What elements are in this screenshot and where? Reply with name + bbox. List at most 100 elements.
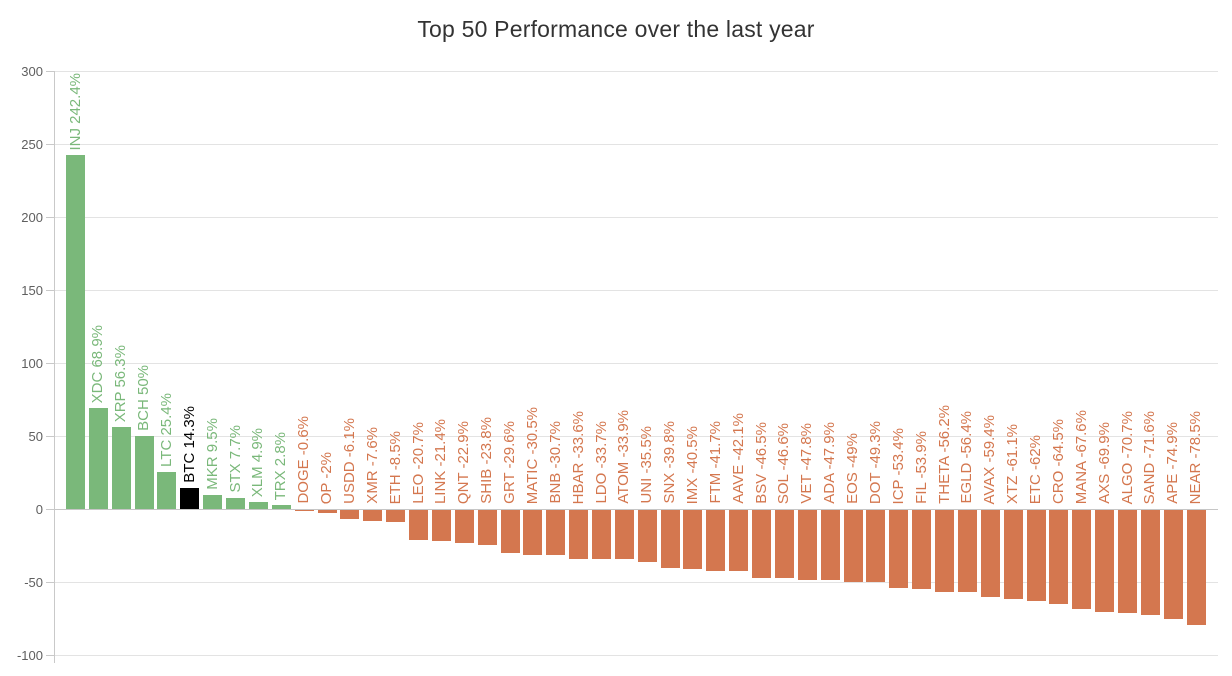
bar-NEAR[interactable] <box>1186 510 1206 625</box>
bar-INJ[interactable] <box>66 155 85 509</box>
plot-area: 300 250 200 150 100 50 0 -50 -100 INJ 242.4% XDC 6… <box>17 65 1218 663</box>
bar-EOS[interactable] <box>843 510 863 582</box>
bar-label-ICP: ICP -53.4% <box>889 427 907 504</box>
y-tick-mark <box>46 509 55 510</box>
bar-BNB[interactable] <box>546 510 566 555</box>
bar-AAVE[interactable] <box>729 510 749 572</box>
bar-FIL[interactable] <box>912 510 932 589</box>
bar-label-TRX: TRX 2.8% <box>272 431 290 500</box>
bar-label-HBAR: HBAR -33.6% <box>569 410 587 504</box>
gridline-y-150 <box>55 290 1218 291</box>
bar-label-IMX: IMX -40.5% <box>683 425 701 504</box>
bar-label-INJ: INJ 242.4% <box>66 72 84 151</box>
bar-label-XDC: XDC 68.9% <box>89 325 107 404</box>
bar-SNX[interactable] <box>660 510 680 569</box>
y-axis-line <box>54 71 55 663</box>
bar-XMR[interactable] <box>363 510 383 522</box>
bar-label-NEAR: NEAR -78.5% <box>1187 410 1205 504</box>
bar-HBAR[interactable] <box>569 510 589 560</box>
y-tick-mark <box>46 363 55 364</box>
bar-BTC[interactable] <box>180 488 200 509</box>
bar-XRP[interactable] <box>111 426 131 509</box>
bar-label-XMR: XMR -7.6% <box>363 427 381 504</box>
bar-label-ADA: ADA -47.9% <box>821 422 839 504</box>
gridline-y-0 <box>55 509 1218 510</box>
bar-label-XTZ: XTZ -61.1% <box>1004 423 1022 504</box>
bar-ETH[interactable] <box>386 510 406 523</box>
y-tick-label-300: 300 <box>21 64 43 79</box>
bar-ATOM[interactable] <box>614 510 634 560</box>
bar-label-USDD: USDD -6.1% <box>340 418 358 504</box>
y-tick-label-100: 100 <box>21 356 43 371</box>
bar-XLM[interactable] <box>248 501 268 509</box>
y-tick-label--100: -100 <box>16 648 43 663</box>
bar-LEO[interactable] <box>409 510 429 541</box>
bar-USDD[interactable] <box>340 510 360 519</box>
bar-label-ALGO: ALGO -70.7% <box>1118 410 1136 504</box>
bar-LDO[interactable] <box>592 510 611 560</box>
bar-XDC[interactable] <box>88 408 108 509</box>
bar-APE[interactable] <box>1163 510 1183 620</box>
bar-DOT[interactable] <box>866 510 886 582</box>
bar-label-QNT: QNT -22.9% <box>455 420 473 504</box>
bar-label-BSV: BSV -46.5% <box>752 422 770 504</box>
y-tick-label-250: 250 <box>21 137 43 152</box>
bar-GRT[interactable] <box>500 510 520 554</box>
bar-DOGE[interactable] <box>294 510 314 511</box>
bar-label-FTM: FTM -41.7% <box>706 421 724 504</box>
y-tick-label-200: 200 <box>21 210 43 225</box>
bar-MANA[interactable] <box>1072 510 1092 609</box>
bar-FTM[interactable] <box>706 510 726 571</box>
bar-MKR[interactable] <box>203 495 223 509</box>
bar-label-DOGE: DOGE -0.6% <box>295 416 313 504</box>
bar-THETA[interactable] <box>935 510 955 593</box>
gridline-y-50 <box>55 436 1218 437</box>
y-tick-mark <box>46 655 55 656</box>
bar-ADA[interactable] <box>820 510 840 580</box>
bar-label-ETH: ETH -8.5% <box>386 430 404 504</box>
bar-label-MANA: MANA -67.6% <box>1072 409 1090 504</box>
gridline-y-250 <box>55 144 1218 145</box>
bar-EGLD[interactable] <box>957 510 977 593</box>
gridline-y-100 <box>55 363 1218 364</box>
bar-SAND[interactable] <box>1140 510 1160 615</box>
bar-BSV[interactable] <box>752 510 772 578</box>
bar-UNI[interactable] <box>637 510 657 562</box>
bar-IMX[interactable] <box>683 510 703 570</box>
bar-label-AXS: AXS -69.9% <box>1095 422 1113 504</box>
bar-label-SOL: SOL -46.6% <box>775 422 793 504</box>
bar-label-UNI: UNI -35.5% <box>638 426 656 504</box>
bar-label-OP: OP -2% <box>318 451 336 504</box>
bar-XTZ[interactable] <box>1003 510 1023 600</box>
bar-label-STX: STX 7.7% <box>226 425 244 493</box>
bar-ALGO[interactable] <box>1118 510 1138 614</box>
bar-OP[interactable] <box>317 510 337 513</box>
bar-STX[interactable] <box>226 497 246 509</box>
bar-label-LDO: LDO -33.7% <box>592 421 610 504</box>
bar-VET[interactable] <box>797 510 817 580</box>
bar-ICP[interactable] <box>889 510 909 588</box>
bar-QNT[interactable] <box>454 510 474 544</box>
bar-SOL[interactable] <box>774 510 794 579</box>
bar-LTC[interactable] <box>157 471 177 509</box>
chart-title: Top 50 Performance over the last year <box>417 16 815 42</box>
bar-CRO[interactable] <box>1049 510 1069 605</box>
bar-label-GRT: GRT -29.6% <box>501 421 519 504</box>
bar-LINK[interactable] <box>431 510 451 542</box>
bar-label-EGLD: EGLD -56.4% <box>958 411 976 504</box>
bar-BCH[interactable] <box>134 436 154 509</box>
bar-MATIC[interactable] <box>523 510 543 555</box>
bar-ETC[interactable] <box>1026 510 1046 601</box>
bar-TRX[interactable] <box>271 504 291 509</box>
bar-AVAX[interactable] <box>980 510 1000 597</box>
y-tick-mark <box>46 582 55 583</box>
bar-label-EOS: EOS -49% <box>844 433 862 504</box>
bar-label-ETC: ETC -62% <box>1027 434 1045 504</box>
bar-AXS[interactable] <box>1095 510 1115 613</box>
bar-SHIB[interactable] <box>477 510 497 545</box>
bar-label-SAND: SAND -71.6% <box>1141 410 1159 504</box>
gridline-y-200 <box>55 217 1218 218</box>
gridline-y-300 <box>55 71 1218 72</box>
y-tick-label-150: 150 <box>21 283 43 298</box>
y-tick-mark <box>46 144 55 145</box>
